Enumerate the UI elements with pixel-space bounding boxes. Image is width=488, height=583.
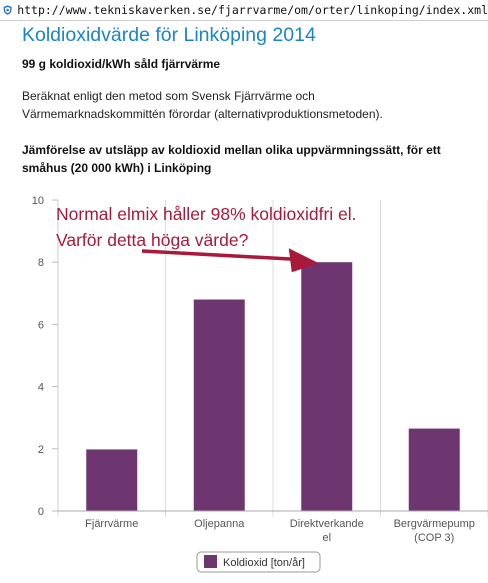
comparison-heading-line: Jämförelse av utsläpp av koldioxid mella…	[22, 143, 441, 157]
bar	[86, 449, 138, 511]
method-description-line: Beräknat enligt den metod som Svensk Fjä…	[22, 89, 315, 103]
method-description: Beräknat enligt den metod som Svensk Fjä…	[22, 87, 482, 123]
annotation-arrow	[141, 249, 295, 261]
comparison-heading-line: småhus (20 000 kWh) i Linköping	[22, 161, 212, 175]
bar	[301, 262, 353, 511]
comparison-heading: Jämförelse av utsläpp av koldioxid mella…	[22, 141, 484, 177]
x-category-label: Fjärrvärme	[85, 518, 138, 530]
annotation-arrowhead	[288, 248, 319, 273]
emission-value-subtitle: 99 g koldioxid/kWh såld fjärrvärme	[22, 57, 221, 71]
y-tick-label: 6	[38, 319, 44, 331]
url-text[interactable]: http://www.tekniskaverken.se/fjarrvarme/…	[17, 3, 488, 17]
x-category-label: el	[322, 532, 331, 544]
page-title: Koldioxidvärde för Linköping 2014	[22, 24, 316, 46]
y-tick-label: 8	[38, 257, 44, 269]
address-bar[interactable]: http://www.tekniskaverken.se/fjarrvarme/…	[0, 0, 488, 21]
x-category-label: Oljepanna	[194, 518, 245, 530]
legend-box	[196, 551, 321, 573]
x-category-label: Bergvärmepump	[394, 518, 475, 530]
legend-label: Koldioxid [ton/år]	[223, 557, 305, 569]
bar	[193, 299, 245, 511]
y-tick-label: 4	[38, 382, 44, 394]
emissions-bar-chart: 0 2 4 6 8 10 Fjärrvärme Oljepanna Direktverkande…	[0, 188, 488, 578]
method-description-line: Värmemarknadskommittén förordar (alterna…	[22, 107, 383, 121]
annotation-text: Varför detta höga värde?	[56, 230, 249, 250]
legend-swatch	[204, 555, 217, 568]
shield-icon	[3, 5, 12, 15]
y-tick-label: 2	[38, 444, 44, 456]
y-tick-label: 0	[38, 506, 44, 518]
annotation-text: Normal elmix håller 98% koldioxidfri el.	[56, 204, 357, 224]
y-tick-label: 10	[32, 195, 44, 207]
x-category-label: Direktverkande	[290, 518, 364, 530]
chart-svg: 0 2 4 6 8 10 Fjärrvärme Oljepanna Direktverkande…	[32, 195, 488, 573]
x-category-label: (COP 3)	[414, 532, 454, 544]
bar	[408, 428, 460, 511]
chart-legend: Koldioxid [ton/år]	[196, 551, 321, 573]
